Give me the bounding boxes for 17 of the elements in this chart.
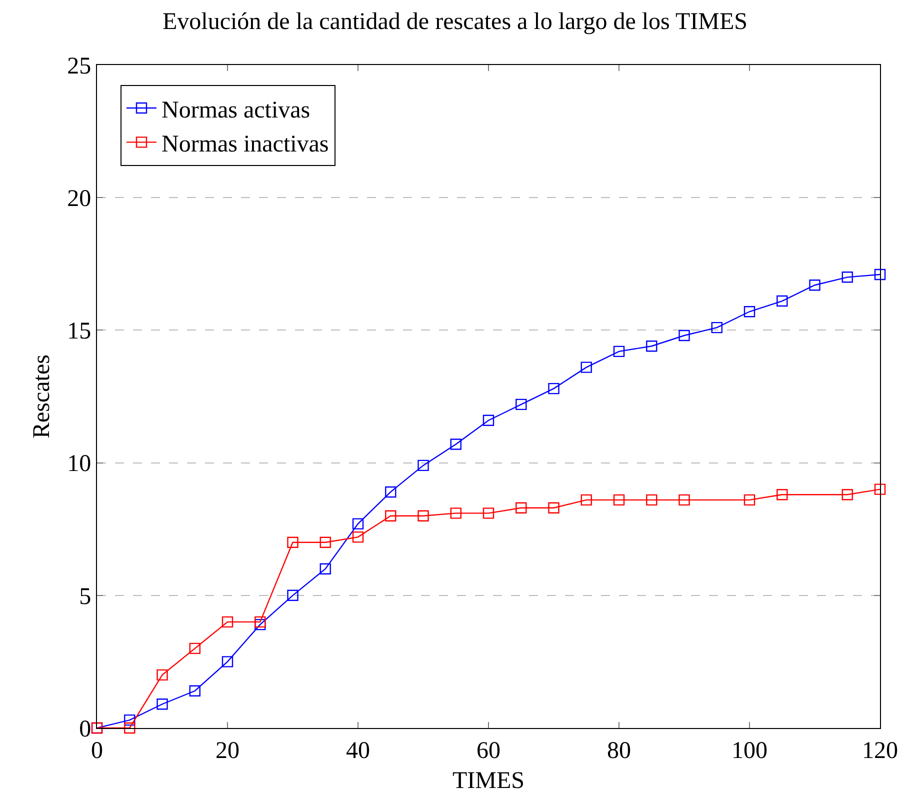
- y-axis-title: Rescates: [29, 354, 56, 438]
- y-tick-label: 10: [67, 451, 92, 478]
- y-tick-label: 15: [67, 318, 92, 345]
- y-tick-label: 20: [67, 186, 92, 212]
- chart-title: Evolución de la cantidad de rescates a lo largo de los TIMES: [162, 8, 748, 35]
- x-tick-label: 60: [476, 738, 500, 764]
- y-tick-label: 25: [67, 53, 92, 80]
- x-axis-title: TIMES: [452, 768, 524, 794]
- legend-label: Normas inactivas: [161, 132, 329, 158]
- x-tick-label: 20: [216, 738, 240, 764]
- x-tick-label: 100: [732, 738, 768, 764]
- x-tick-label: 40: [346, 738, 370, 764]
- x-tick-label: 80: [607, 738, 631, 764]
- x-tick-label: 120: [862, 738, 898, 764]
- legend-label: Normas activas: [161, 97, 310, 124]
- y-tick-label: 0: [79, 716, 92, 742]
- y-tick-label: 5: [79, 584, 92, 610]
